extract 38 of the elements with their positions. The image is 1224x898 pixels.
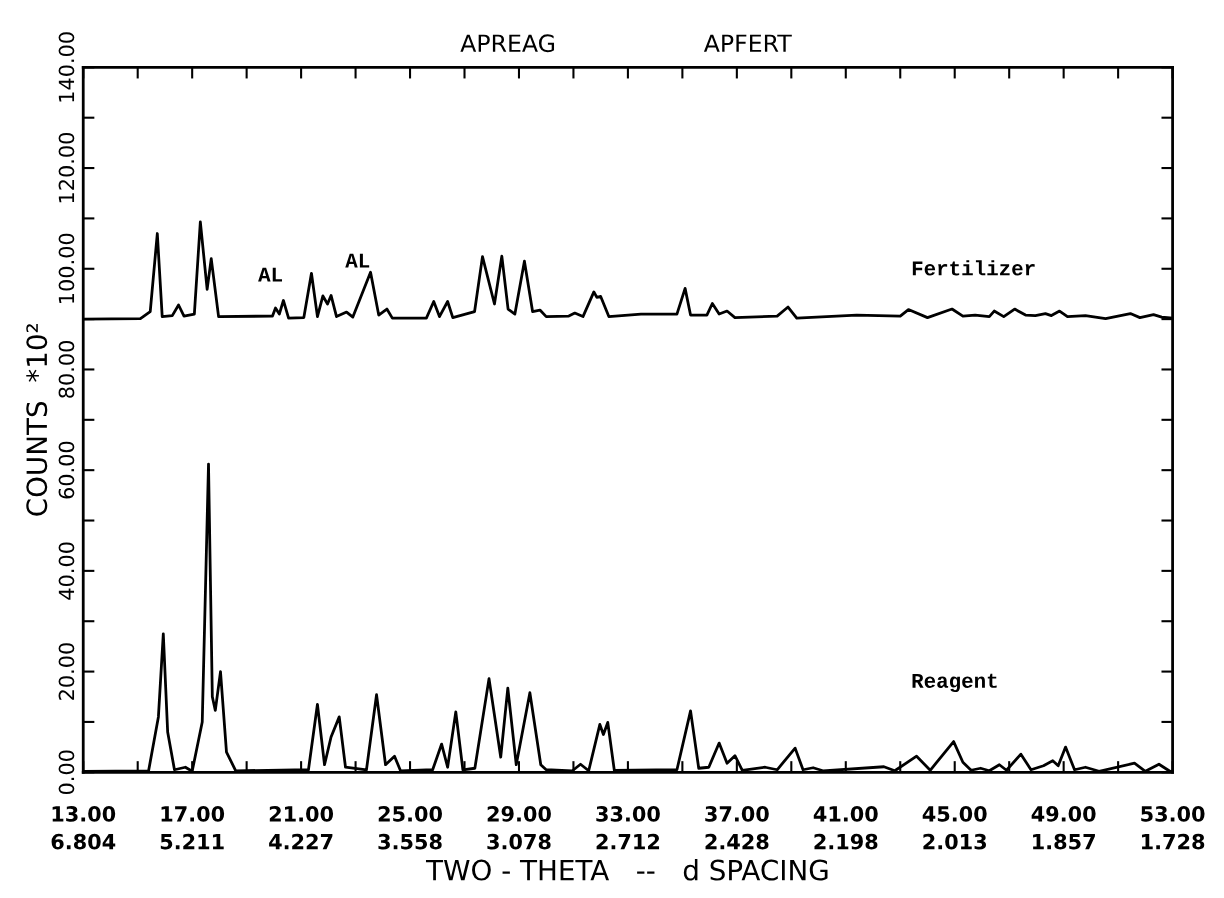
x-tick-label: 21.00 [269, 805, 334, 822]
text: 2.013 [923, 833, 987, 850]
x-tick-label: 45.00 [922, 805, 987, 822]
x-tick-label: 41.00 [813, 805, 878, 822]
y-tick-label: 120.00 [58, 132, 75, 203]
text: 1.857 [1033, 833, 1095, 850]
y-tick-label: 60.00 [58, 441, 75, 499]
y-tick-label: 40.00 [58, 542, 75, 600]
x-tick-label: 49.00 [1031, 805, 1096, 822]
x-tick-label: 13.00 [52, 805, 116, 822]
text: Reagent [912, 673, 997, 693]
y-axis-title: COUNTS *10² [26, 324, 48, 516]
annotation: AL [345, 253, 370, 268]
y-tick-label: 140.00 [58, 32, 75, 102]
y-tick-label: 100.00 [58, 233, 75, 303]
y-tick-label: 20.00 [58, 643, 75, 700]
x-tick-label: 25.00 [378, 805, 442, 822]
text: 2.712 [596, 833, 660, 850]
x-tick-label: 29.00 [487, 805, 551, 822]
y-tick-label: 80.00 [58, 341, 75, 398]
annotation: AL [258, 267, 283, 282]
x-axis-title: TWO - THETA -- d SPACING [425, 859, 828, 881]
x-tick-label: 33.00 [596, 805, 660, 822]
text: 4.227 [269, 833, 333, 850]
text: 2.198 [814, 833, 878, 850]
text: 3.558 [378, 833, 442, 850]
text: 6.804 [51, 833, 116, 850]
text: APREAG [460, 34, 555, 53]
x-tick-label: 53.00 [1141, 805, 1205, 822]
y-tick-label: 0.00 [58, 750, 75, 795]
text: APFERT [703, 34, 792, 52]
text: 1.728 [1141, 833, 1205, 850]
text: 2.428 [705, 833, 769, 850]
x-tick-label: 17.00 [161, 805, 225, 822]
series-label: Fertilizer [912, 260, 1035, 276]
text: 5.211 [160, 833, 224, 850]
x-tick-label: 37.00 [705, 805, 769, 822]
text: 3.078 [487, 833, 551, 850]
